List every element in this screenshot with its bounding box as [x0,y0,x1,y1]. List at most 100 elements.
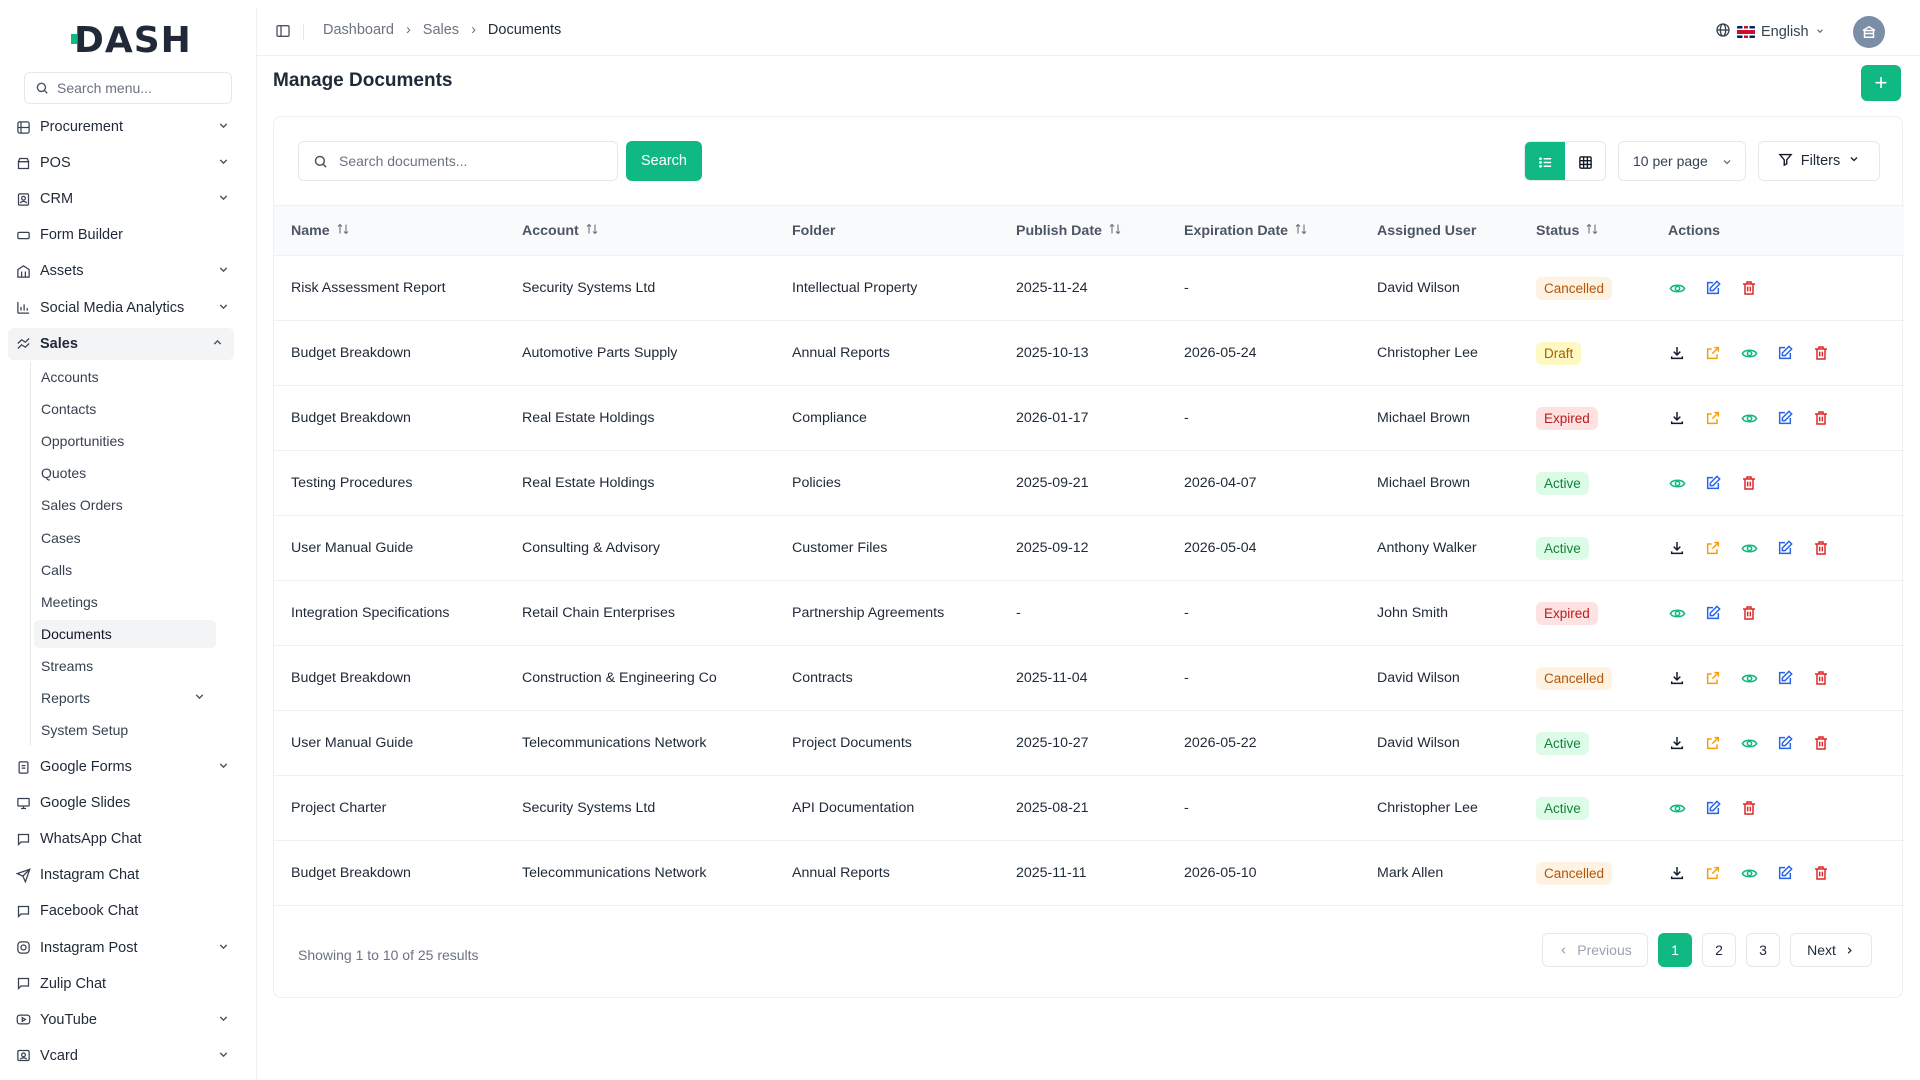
dash-logo[interactable]: DASH [71,19,192,61]
cell-name[interactable]: User Manual Guide [291,540,414,556]
download-icon[interactable] [1668,734,1686,752]
sidebar-item-instagram-chat[interactable]: Instagram Chat [14,859,240,891]
sidebar-subitem-contacts[interactable]: Contacts [34,395,216,423]
eye-icon[interactable] [1740,734,1758,752]
download-icon[interactable] [1668,864,1686,882]
edit-icon[interactable] [1776,539,1794,557]
user-avatar[interactable] [1853,16,1885,48]
edit-icon[interactable] [1776,344,1794,362]
trash-icon[interactable] [1812,344,1830,362]
language-selector[interactable]: English [1715,22,1825,42]
sidebar-item-vcard[interactable]: Vcard [14,1040,240,1072]
trash-icon[interactable] [1812,409,1830,427]
trash-icon[interactable] [1812,734,1830,752]
trash-icon[interactable] [1812,669,1830,687]
sidebar-search-input[interactable]: Search menu... [24,72,232,104]
add-document-button[interactable]: + [1861,65,1901,101]
sidebar-item-procurement[interactable]: Procurement [14,111,240,143]
edit-icon[interactable] [1704,279,1722,297]
cell-name[interactable]: Budget Breakdown [291,865,411,881]
sidebar-item-crm[interactable]: CRM [14,183,240,215]
sidebar-item-zulip-chat[interactable]: Zulip Chat [14,968,240,1000]
sidebar-item-sales[interactable]: Sales [8,327,234,360]
edit-icon[interactable] [1704,799,1722,817]
list-view-button[interactable] [1525,142,1565,180]
documents-search-input[interactable]: Search documents... [298,141,618,181]
sidebar-item-instagram-post[interactable]: Instagram Post [14,932,240,964]
external-link-icon[interactable] [1704,734,1722,752]
cell-name[interactable]: Budget Breakdown [291,410,411,426]
eye-icon[interactable] [1740,409,1758,427]
sidebar-subitem-reports[interactable]: Reports [34,684,216,712]
trash-icon[interactable] [1812,539,1830,557]
sidebar-item-youtube[interactable]: YouTube [14,1004,240,1036]
eye-icon[interactable] [1740,344,1758,362]
eye-icon[interactable] [1668,799,1686,817]
trash-icon[interactable] [1812,864,1830,882]
per-page-select[interactable]: 10 per page [1618,141,1746,181]
edit-icon[interactable] [1776,669,1794,687]
trash-icon[interactable] [1740,604,1758,622]
eye-icon[interactable] [1740,669,1758,687]
external-link-icon[interactable] [1704,539,1722,557]
column-header-status[interactable]: Status [1519,206,1651,256]
edit-icon[interactable] [1776,864,1794,882]
sidebar-subitem-accounts[interactable]: Accounts [34,363,216,391]
eye-icon[interactable] [1668,474,1686,492]
page-3-button[interactable]: 3 [1746,933,1780,967]
sidebar-item-pos[interactable]: POS [14,147,240,179]
filters-button[interactable]: Filters [1758,141,1880,181]
page-2-button[interactable]: 2 [1702,933,1736,967]
sidebar-subitem-streams[interactable]: Streams [34,652,216,680]
eye-icon[interactable] [1740,539,1758,557]
cell-name[interactable]: Budget Breakdown [291,345,411,361]
cell-name[interactable]: Project Charter [291,800,387,816]
sidebar-item-social-media-analytics[interactable]: Social Media Analytics [14,292,240,324]
edit-icon[interactable] [1704,474,1722,492]
sidebar-subitem-system-setup[interactable]: System Setup [34,716,216,744]
sidebar-item-google-slides[interactable]: Google Slides [14,787,240,819]
download-icon[interactable] [1668,344,1686,362]
sidebar-item-facebook-chat[interactable]: Facebook Chat [14,895,240,927]
sidebar-subitem-quotes[interactable]: Quotes [34,459,216,487]
sidebar-item-assets[interactable]: Assets [14,255,240,287]
sidebar-item-form-builder[interactable]: Form Builder [14,219,240,251]
breadcrumb-dashboard[interactable]: Dashboard [323,22,394,38]
column-header-expiration-date[interactable]: Expiration Date [1167,206,1360,256]
cell-name[interactable]: Integration Specifications [291,605,450,621]
eye-icon[interactable] [1668,279,1686,297]
sidebar-subitem-meetings[interactable]: Meetings [34,588,216,616]
previous-page-button[interactable]: Previous [1542,933,1648,967]
sidebar-subitem-cases[interactable]: Cases [34,524,216,552]
sidebar-item-whatsapp-chat[interactable]: WhatsApp Chat [14,823,240,855]
sidebar-item-google-forms[interactable]: Google Forms [14,751,240,783]
column-header-name[interactable]: Name [274,206,505,256]
sidebar-subitem-calls[interactable]: Calls [34,556,216,584]
external-link-icon[interactable] [1704,864,1722,882]
download-icon[interactable] [1668,669,1686,687]
download-icon[interactable] [1668,539,1686,557]
eye-icon[interactable] [1740,864,1758,882]
trash-icon[interactable] [1740,279,1758,297]
external-link-icon[interactable] [1704,344,1722,362]
sidebar-subitem-opportunities[interactable]: Opportunities [34,427,216,455]
eye-icon[interactable] [1668,604,1686,622]
grid-view-button[interactable] [1565,142,1605,180]
breadcrumb-sales[interactable]: Sales [422,22,460,38]
search-button[interactable]: Search [626,141,702,181]
cell-name[interactable]: Budget Breakdown [291,670,411,686]
download-icon[interactable] [1668,409,1686,427]
trash-icon[interactable] [1740,799,1758,817]
cell-name[interactable]: Testing Procedures [291,475,413,491]
external-link-icon[interactable] [1704,669,1722,687]
edit-icon[interactable] [1704,604,1722,622]
sidebar-subitem-documents[interactable]: Documents [34,619,216,648]
sidebar-subitem-sales-orders[interactable]: Sales Orders [34,491,216,519]
cell-name[interactable]: Risk Assessment Report [291,280,446,296]
edit-icon[interactable] [1776,409,1794,427]
column-header-publish-date[interactable]: Publish Date [999,206,1167,256]
edit-icon[interactable] [1776,734,1794,752]
sidebar-toggle-icon[interactable] [275,23,291,42]
external-link-icon[interactable] [1704,409,1722,427]
column-header-account[interactable]: Account [505,206,775,256]
